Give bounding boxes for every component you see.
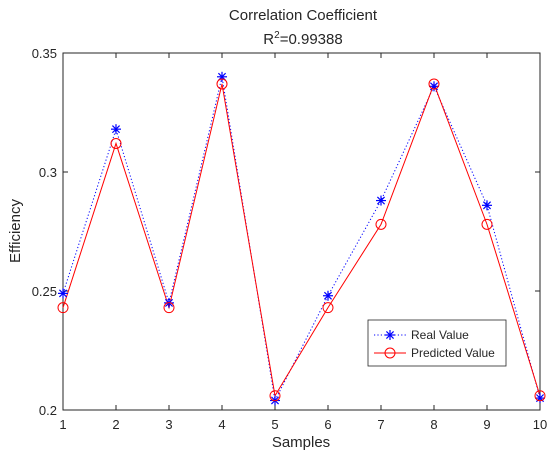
legend: Real Value Predicted Value	[367, 319, 507, 367]
data-point-predicted	[163, 302, 175, 314]
chart-title: Correlation Coefficient	[229, 7, 378, 24]
data-point-real	[482, 200, 492, 211]
data-point-predicted	[216, 78, 228, 90]
x-tick-label: 9	[483, 417, 490, 432]
x-tick-label: 6	[324, 417, 331, 432]
data-point-predicted	[269, 390, 281, 402]
data-point-real	[323, 290, 333, 301]
data-point-predicted	[322, 302, 334, 314]
x-tick-label: 3	[165, 417, 172, 432]
chart-subtitle: R2=0.99388	[263, 30, 342, 48]
data-point-predicted	[375, 218, 387, 230]
data-point-predicted	[534, 390, 546, 402]
y-axis-label: Efficiency	[7, 199, 24, 263]
series-line-1	[62, 82, 541, 398]
x-axis-label: Samples	[272, 434, 330, 451]
y-axis-ticks: 0.2 0.25 0.3 0.35	[32, 46, 540, 418]
x-tick-label: 8	[430, 417, 437, 432]
legend-marker-predicted	[384, 347, 396, 359]
y-tick-label: 0.2	[39, 403, 57, 418]
x-tick-label: 2	[112, 417, 119, 432]
data-point-real	[535, 393, 545, 404]
x-axis-ticks: 1 2 3 4 5 6 7 8 9 10	[59, 53, 547, 432]
data-point-predicted	[110, 137, 122, 149]
y-tick-label: 0.35	[32, 46, 57, 61]
data-point-predicted	[57, 302, 69, 314]
data-point-real	[58, 288, 68, 299]
x-tick-label: 1	[59, 417, 66, 432]
subtitle-superscript: 2	[274, 30, 280, 41]
data-point-real	[376, 195, 386, 206]
legend-marker-real	[385, 330, 395, 340]
legend-label-real: Real Value	[411, 328, 469, 342]
subtitle-suffix: =0.99388	[280, 31, 343, 48]
x-tick-label: 7	[377, 417, 384, 432]
y-tick-label: 0.3	[39, 165, 57, 180]
series-line-0	[62, 76, 541, 403]
subtitle-prefix: R	[263, 31, 274, 48]
data-point-predicted	[481, 218, 493, 230]
legend-asterisk	[385, 330, 395, 340]
x-tick-label: 10	[533, 417, 547, 432]
data-point-predicted	[428, 78, 440, 90]
x-tick-label: 4	[218, 417, 225, 432]
data-point-real	[429, 81, 439, 92]
series-layer	[57, 71, 546, 406]
data-point-real	[111, 124, 121, 135]
x-tick-label: 5	[271, 417, 278, 432]
legend-label-predicted: Predicted Value	[411, 346, 495, 360]
chart-title-group: Correlation Coefficient R2=0.99388	[229, 7, 378, 48]
y-tick-label: 0.25	[32, 284, 57, 299]
